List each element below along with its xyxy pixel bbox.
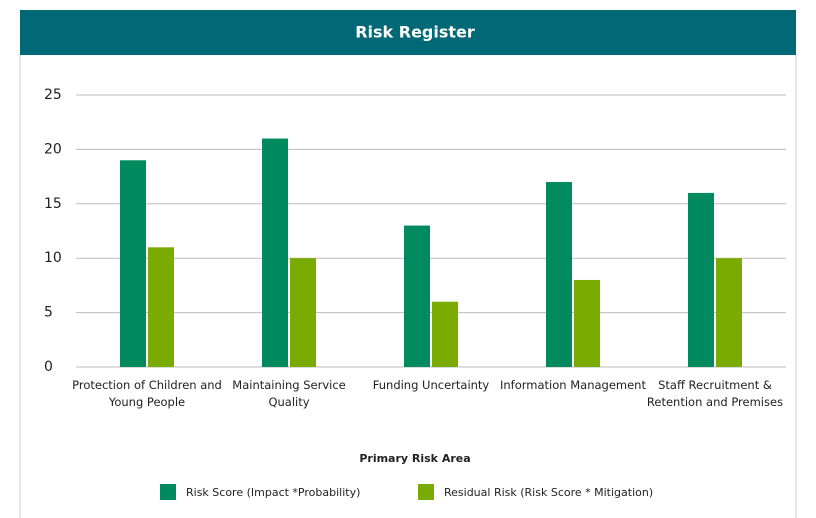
bar: [546, 182, 572, 367]
y-tick-label: 25: [44, 87, 62, 103]
legend-label: Residual Risk (Risk Score * Mitigation): [444, 486, 653, 499]
bar: [404, 225, 430, 367]
x-axis-label: Primary Risk Area: [359, 452, 470, 465]
x-tick-label: Protection of Children and Young People: [72, 378, 222, 409]
legend-swatch: [160, 484, 176, 500]
chart-title: Risk Register: [355, 23, 475, 42]
x-tick-label: Maintaining Service Quality: [232, 378, 346, 409]
y-tick-label: 0: [44, 359, 53, 375]
bar: [688, 192, 714, 367]
bar: [120, 160, 146, 367]
y-tick-label: 20: [44, 141, 62, 157]
bar: [148, 247, 174, 367]
x-tick-label: Funding Uncertainty: [372, 378, 490, 392]
y-tick-label: 5: [44, 305, 53, 321]
header-bar: [20, 10, 796, 55]
legend-swatch: [418, 484, 434, 500]
y-tick-label: 10: [44, 250, 62, 266]
y-tick-label: 15: [44, 196, 62, 212]
bar: [290, 258, 316, 367]
bar: [716, 258, 742, 367]
legend-label: Risk Score (Impact *Probability): [186, 486, 360, 499]
bar: [262, 138, 288, 367]
x-tick-label: Staff Recruitment & Retention and Premis…: [646, 378, 784, 409]
bar: [432, 301, 458, 367]
bar: [574, 279, 600, 367]
x-tick-label: Information Management: [500, 378, 646, 392]
